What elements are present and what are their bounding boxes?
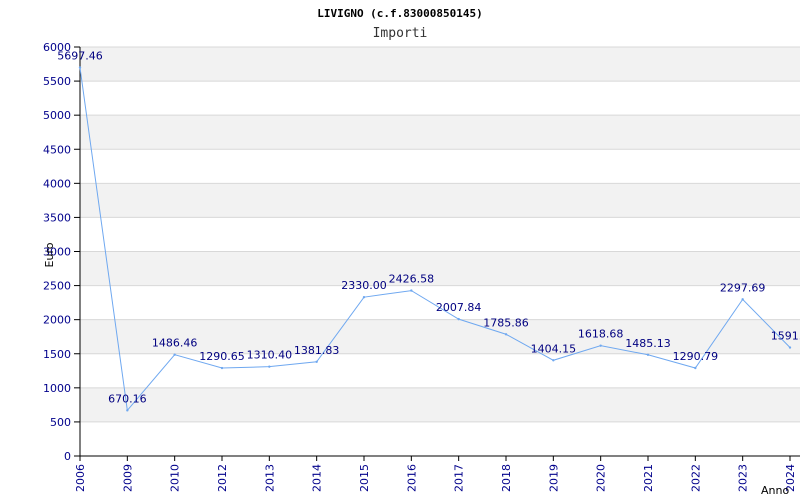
grid-band <box>80 387 800 422</box>
grid-band <box>80 115 800 150</box>
grid-lines <box>80 46 800 457</box>
data-point <box>220 366 224 370</box>
x-tick-label: 2022 <box>689 464 702 492</box>
x-tick-label: 2006 <box>74 464 87 492</box>
x-tick-label: 2019 <box>547 464 560 492</box>
y-tick-label: 1000 <box>43 382 71 395</box>
y-tick-label: 2000 <box>43 314 71 327</box>
x-axis-ticks: 2006 2009 2010 2012 2013 2014 2015 2016 2017 2018… <box>74 456 797 492</box>
data-point <box>410 289 413 292</box>
chart-subtitle: Importi <box>373 26 428 41</box>
data-point <box>268 365 271 368</box>
y-tick-label: 1500 <box>43 348 71 361</box>
x-tick-label: 2015 <box>358 464 371 492</box>
x-tick-label: 2018 <box>500 464 513 492</box>
x-tick-label: 2023 <box>737 464 750 492</box>
x-tick-label: 2020 <box>595 464 608 492</box>
data-point <box>646 353 650 356</box>
data-label: 1785.86 <box>483 316 529 329</box>
data-label: 2297.69 <box>720 281 766 294</box>
x-tick-label: 2009 <box>121 464 134 492</box>
grid-band <box>80 47 800 82</box>
data-point <box>504 333 508 336</box>
y-tick-label: 3000 <box>43 246 71 259</box>
data-point <box>457 317 460 321</box>
y-tick-label: 0 <box>64 450 71 463</box>
x-tick-label: 2017 <box>453 464 466 492</box>
y-axis-ticks: 0 500 1000 1500 2000 2500 3000 3500 4000 4500 5000… <box>43 41 80 463</box>
series-line <box>79 67 791 412</box>
x-tick-label: 2010 <box>169 464 182 492</box>
grid-band <box>80 319 800 354</box>
data-label: 1486.46 <box>152 337 198 350</box>
data-label: 1310.40 <box>247 349 293 362</box>
data-label: 5697.46 <box>57 50 103 63</box>
y-tick-label: 3500 <box>43 211 71 224</box>
y-tick-label: 5500 <box>43 75 71 88</box>
y-tick-label: 500 <box>50 416 71 429</box>
y-tick-label: 4500 <box>43 143 71 156</box>
data-label: 1381.83 <box>294 344 340 357</box>
data-label: 1290.79 <box>673 350 719 363</box>
x-axis-label: Anno <box>761 484 789 497</box>
x-tick-label: 2012 <box>216 464 229 492</box>
data-point <box>741 298 744 301</box>
y-axis-label: Euro <box>43 242 56 267</box>
grid-bands <box>80 47 800 422</box>
data-label: 2426.58 <box>389 273 435 286</box>
x-tick-label: 2014 <box>311 464 324 492</box>
y-tick-label: 2500 <box>43 280 71 293</box>
data-label: 670.16 <box>108 392 147 405</box>
data-label: 2007.84 <box>436 301 482 314</box>
data-point <box>315 360 318 364</box>
data-point <box>788 346 792 349</box>
data-label: 1404.15 <box>531 342 577 355</box>
x-tick-label: 2013 <box>263 464 276 492</box>
grid-band <box>80 183 800 218</box>
data-point <box>599 344 602 347</box>
y-tick-label: 4000 <box>43 177 71 190</box>
data-label: 1591.4 <box>771 330 800 343</box>
grid-band <box>80 251 800 286</box>
data-point <box>552 359 555 362</box>
x-tick-label: 2021 <box>642 464 655 492</box>
data-label: 1485.13 <box>625 337 671 350</box>
series-group <box>78 66 792 412</box>
y-tick-label: 6000 <box>43 41 71 54</box>
x-tick-label: 2024 <box>784 464 797 492</box>
x-tick-label: 2016 <box>405 464 418 492</box>
data-point <box>173 353 176 356</box>
data-point <box>362 295 366 299</box>
data-label: 1290.65 <box>199 350 245 363</box>
data-point <box>78 66 82 69</box>
data-label: 1618.68 <box>578 328 624 341</box>
chart-title: LIVIGNO (c.f.83000850145) <box>317 7 483 20</box>
data-point <box>694 366 697 370</box>
y-tick-label: 5000 <box>43 109 71 122</box>
data-label: 2330.00 <box>341 279 387 292</box>
data-point <box>126 409 129 412</box>
